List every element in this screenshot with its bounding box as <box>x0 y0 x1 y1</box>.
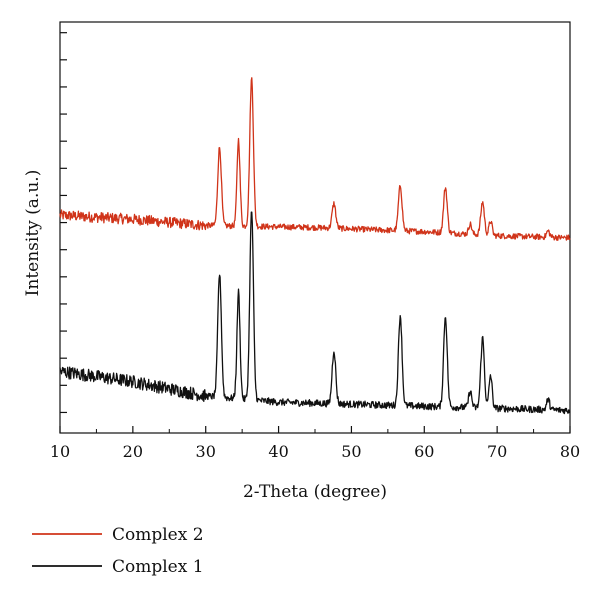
x-tick-label: 50 <box>341 442 361 461</box>
legend: Complex 2 Complex 1 <box>32 525 204 577</box>
y-axis-ticks <box>60 32 67 414</box>
x-axis-title: 2-Theta (degree) <box>243 482 387 502</box>
x-tick-label: 40 <box>268 442 288 461</box>
x-tick-label: 80 <box>560 442 580 461</box>
x-axis-ticks: 10 20 30 40 50 60 70 80 <box>50 426 580 461</box>
x-tick-label: 70 <box>487 442 507 461</box>
legend-label: Complex 2 <box>112 525 204 545</box>
x-tick-label: 60 <box>414 442 434 461</box>
legend-label: Complex 1 <box>112 557 204 577</box>
series-layer <box>59 77 571 415</box>
series-line-1 <box>59 77 571 241</box>
x-tick-label: 20 <box>123 442 143 461</box>
x-tick-label: 30 <box>196 442 216 461</box>
x-tick-label: 10 <box>50 442 70 461</box>
series-line-2 <box>59 211 571 415</box>
y-axis-title: Intensity (a.u.) <box>23 170 43 297</box>
